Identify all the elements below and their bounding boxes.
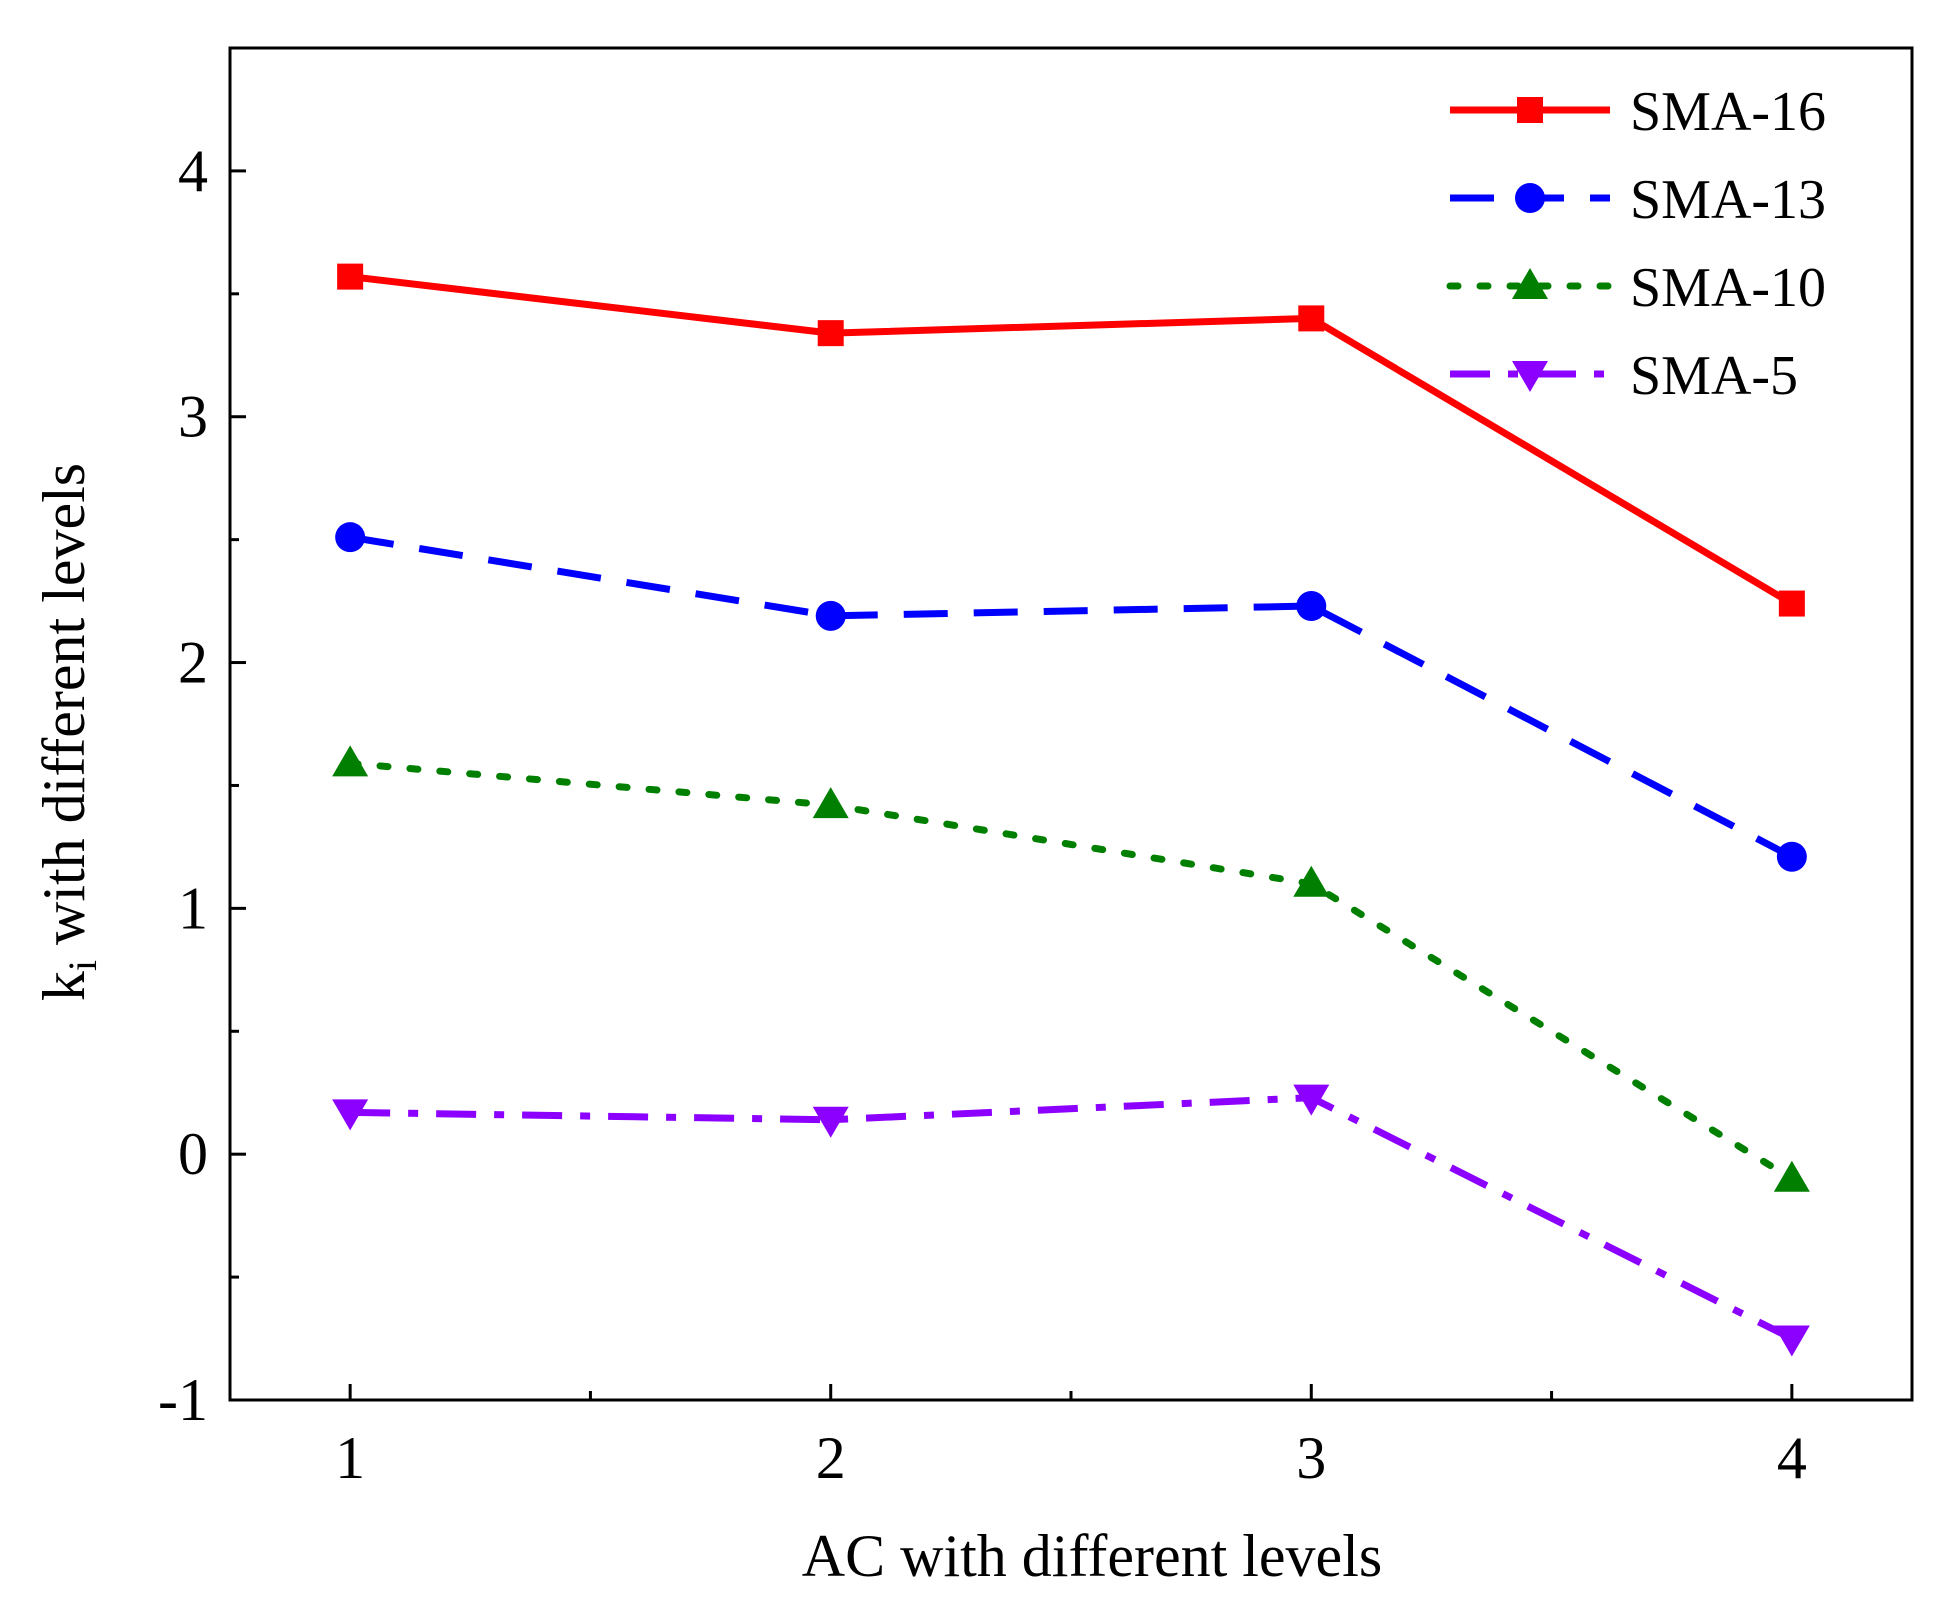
legend-marker-sma-10: [1512, 268, 1548, 299]
legend-marker-sma-16: [1517, 97, 1543, 123]
data-point-sma-16: [1298, 305, 1325, 332]
data-point-sma-13: [335, 522, 366, 553]
legend-item-sma-13: SMA-13: [1450, 169, 1826, 231]
y-axis-title: ki with different levels: [31, 463, 105, 1001]
legend: SMA-16 SMA-13 SMA-10 SMA-5: [1446, 81, 1826, 407]
y-tick-label: 0: [178, 1121, 208, 1187]
legend-marker-sma-5: [1512, 361, 1548, 392]
x-tick-label: 4: [1777, 1425, 1807, 1491]
data-point-sma-10: [1773, 1160, 1810, 1192]
legend-item-sma-5: SMA-5: [1450, 345, 1798, 407]
y-axis-title-main: k: [31, 971, 97, 1001]
series-sma-16: [337, 263, 1805, 617]
data-point-sma-16: [337, 263, 364, 290]
series-sma-5: [332, 1084, 1810, 1357]
series-line-sma-13: [349, 533, 1794, 860]
x-axis-title: AC with different levels: [802, 1523, 1382, 1589]
y-tick-label: 1: [178, 875, 208, 941]
legend-label-sma-5: SMA-5: [1630, 345, 1798, 407]
legend-label-sma-13: SMA-13: [1630, 169, 1826, 231]
data-point-sma-5: [1293, 1084, 1330, 1116]
data-point-sma-13: [1296, 591, 1327, 622]
legend-item-sma-16: SMA-16: [1450, 81, 1826, 143]
data-point-sma-16: [817, 320, 844, 347]
y-axis-title-subscript: i: [60, 960, 105, 971]
y-axis-title-rest: with different levels: [31, 463, 97, 960]
x-tick-label: 1: [335, 1425, 365, 1491]
series-line-sma-10: [346, 759, 1796, 1183]
series-line-sma-5: [350, 1094, 1794, 1342]
plot-frame: [228, 46, 1914, 1402]
series-line-sma-16: [349, 273, 1794, 607]
legend-label-sma-10: SMA-10: [1630, 257, 1826, 319]
data-point-sma-10: [332, 745, 369, 777]
data-point-sma-10: [812, 787, 849, 819]
data-point-sma-13: [815, 600, 846, 631]
legend-item-sma-10: SMA-10: [1446, 257, 1826, 319]
y-tick-label: 3: [178, 384, 208, 450]
series-layer: [332, 263, 1810, 1357]
data-point-sma-16: [1778, 590, 1805, 617]
data-point-sma-13: [1776, 841, 1807, 872]
axes: -1 0 1 2 3 4 1 2 3 4: [158, 46, 1914, 1491]
series-sma-10: [332, 745, 1810, 1192]
legend-marker-sma-13: [1515, 183, 1545, 213]
legend-label-sma-16: SMA-16: [1630, 81, 1826, 143]
data-point-sma-5: [812, 1106, 849, 1138]
series-sma-13: [335, 522, 1807, 872]
x-tick-label: 3: [1296, 1425, 1326, 1491]
data-point-sma-10: [1293, 865, 1330, 897]
y-tick-label: 2: [178, 630, 208, 696]
y-tick-label: 4: [178, 138, 208, 204]
x-tick-label: 2: [816, 1425, 846, 1491]
data-point-sma-5: [1773, 1325, 1810, 1357]
y-tick-label: -1: [158, 1367, 208, 1433]
data-point-sma-5: [332, 1099, 369, 1131]
